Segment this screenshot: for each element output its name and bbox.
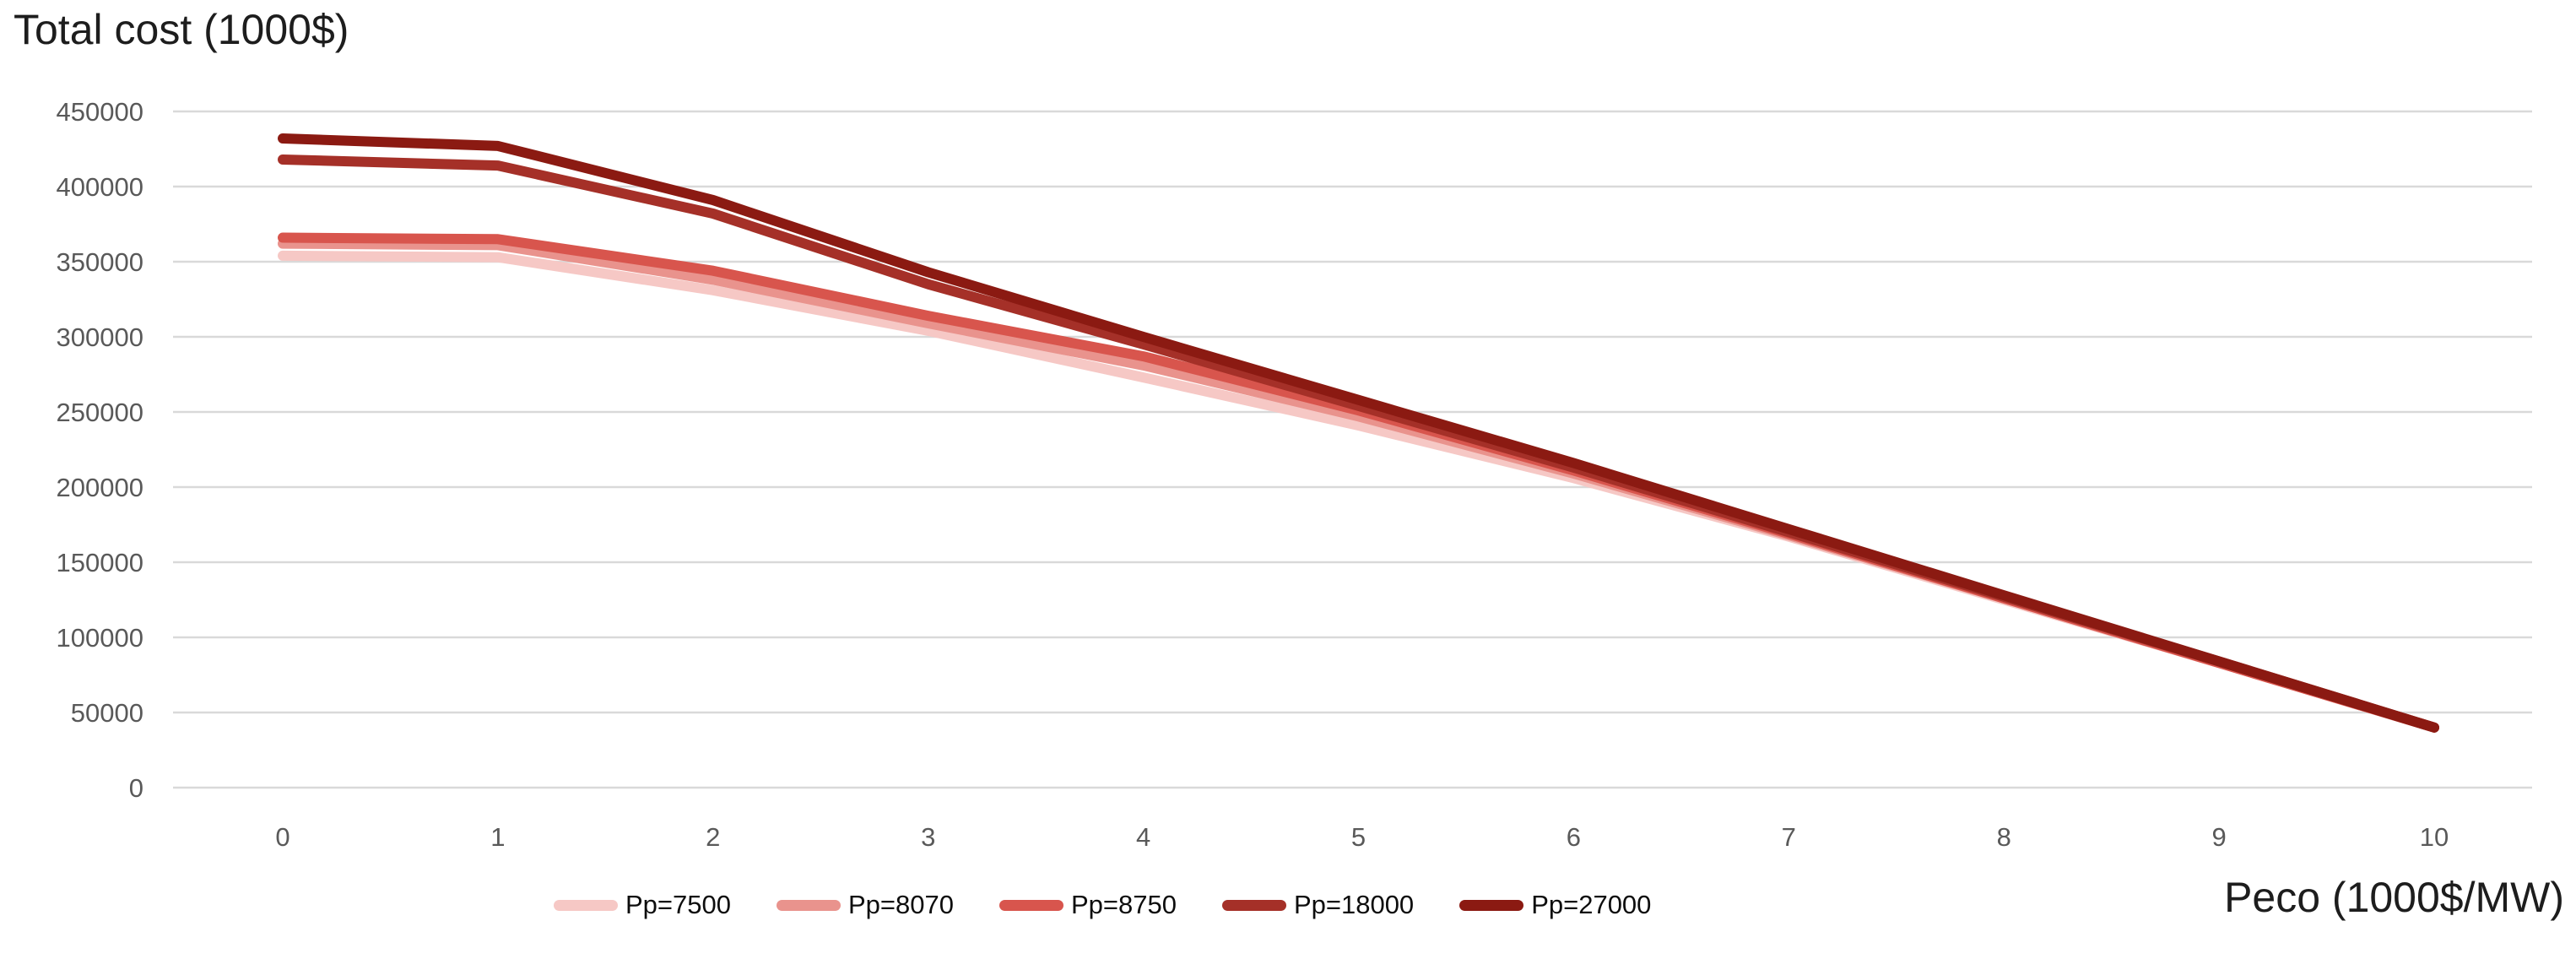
legend-item-Pp=18000: Pp=18000 xyxy=(1221,890,1415,920)
y-tick-label: 0 xyxy=(129,773,143,803)
series-line-Pp=18000 xyxy=(278,154,2439,733)
x-tick-label: 3 xyxy=(921,822,935,852)
x-axis-tick-labels: 0 1 2 3 4 5 6 7 8 9 10 xyxy=(275,822,2449,852)
series-line-Pp=27000 xyxy=(278,133,2439,733)
x-tick-label: 10 xyxy=(2420,822,2449,852)
legend-label: Pp=27000 xyxy=(1531,890,1652,919)
x-tick-label: 2 xyxy=(706,822,720,852)
x-tick-label: 5 xyxy=(1351,822,1366,852)
y-tick-label: 350000 xyxy=(57,247,143,277)
legend-item-Pp=8750: Pp=8750 xyxy=(998,890,1177,920)
series-line-Pp=8750 xyxy=(278,232,2439,733)
legend-label: Pp=18000 xyxy=(1293,890,1415,919)
x-tick-label: 1 xyxy=(490,822,505,852)
x-axis-title: Peco (1000$/MW) xyxy=(2224,874,2564,921)
legend-swatch-icon xyxy=(776,899,841,911)
legend-swatch-icon xyxy=(1459,899,1524,911)
legend-label: Pp=8070 xyxy=(847,890,954,919)
series-line-Pp=8070 xyxy=(278,238,2439,733)
legend-item-Pp=8070: Pp=8070 xyxy=(776,890,954,920)
legend: Pp=7500 Pp=8070 Pp=8750 Pp=18000 Pp=27000 xyxy=(554,890,1651,920)
legend-label: Pp=7500 xyxy=(625,890,731,919)
x-tick-label: 6 xyxy=(1567,822,1581,852)
y-tick-label: 450000 xyxy=(57,97,143,127)
x-tick-label: 7 xyxy=(1782,822,1796,852)
x-tick-label: 9 xyxy=(2211,822,2226,852)
y-tick-label: 250000 xyxy=(57,398,143,427)
y-tick-label: 150000 xyxy=(57,548,143,577)
chart-title: Total cost (1000$) xyxy=(14,6,349,53)
y-tick-label: 100000 xyxy=(57,623,143,653)
y-tick-label: 50000 xyxy=(71,698,143,728)
y-tick-label: 300000 xyxy=(57,322,143,352)
x-tick-label: 8 xyxy=(1997,822,2011,852)
x-tick-label: 0 xyxy=(275,822,290,852)
y-tick-label: 400000 xyxy=(57,172,143,202)
legend-swatch-icon xyxy=(1221,899,1286,911)
gridlines xyxy=(173,110,2532,789)
legend-swatch-icon xyxy=(998,899,1063,911)
y-axis-tick-labels: 450000 400000 350000 300000 250000 200000 1500… xyxy=(57,97,143,803)
legend-swatch-icon xyxy=(554,899,618,911)
legend-item-Pp=7500: Pp=7500 xyxy=(554,890,731,920)
y-tick-label: 200000 xyxy=(57,473,143,502)
series-line-Pp=7500 xyxy=(278,250,2439,733)
x-tick-label: 4 xyxy=(1136,822,1150,852)
legend-label: Pp=8750 xyxy=(1070,890,1177,919)
legend-item-Pp=27000: Pp=27000 xyxy=(1459,890,1651,920)
series-lines xyxy=(278,133,2439,733)
